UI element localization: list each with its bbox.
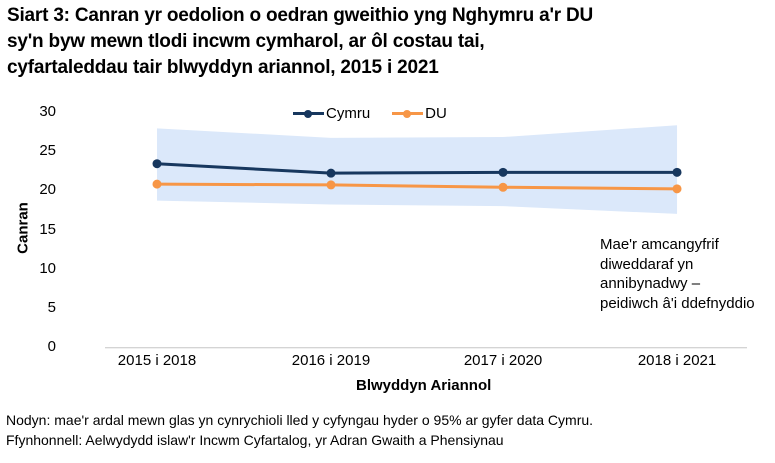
- y-tick-label: 15: [39, 220, 56, 238]
- x-tick-label: 2016 i 2019: [291, 352, 371, 369]
- legend-item-cymru: Cymru: [293, 105, 370, 122]
- cymru-data-point: [672, 167, 682, 177]
- cymru-data-point: [498, 167, 508, 177]
- du-data-point: [326, 180, 336, 190]
- legend: Cymru DU: [293, 105, 447, 122]
- y-tick-label: 5: [47, 299, 56, 317]
- confidence-band: [157, 125, 678, 214]
- cymru-line-marker-icon: [293, 109, 324, 119]
- y-tick-label: 0: [47, 338, 56, 356]
- du-line: [155, 182, 679, 191]
- legend-label-cymru: Cymru: [326, 105, 371, 122]
- x-tick-label: 2015 i 2018: [117, 352, 197, 369]
- du-data-point: [152, 179, 162, 189]
- y-tick-label: 20: [39, 181, 56, 199]
- chart-title: Siart 3: Canran yr oedolion o oedran gwe…: [7, 5, 594, 78]
- du-line-marker-icon: [392, 109, 424, 119]
- y-tick-label: 25: [39, 142, 56, 160]
- footnote: Nodyn: mae'r ardal mewn glas yn cynrychi…: [6, 412, 594, 428]
- cymru-data-point: [152, 159, 162, 169]
- source-note: Ffynhonnell: Aelwydydd islaw'r Incwm Cyf…: [6, 432, 504, 448]
- cymru-line: [155, 162, 679, 175]
- y-tick-label: 30: [39, 102, 56, 120]
- du-data-point: [498, 182, 508, 192]
- du-data-point: [672, 184, 682, 194]
- annotation-unreliable-estimate: Mae'r amcangyfrif diweddaraf yn annibyna…: [600, 236, 755, 312]
- x-tick-label: 2018 i 2021: [637, 352, 717, 369]
- legend-item-du: DU: [392, 105, 447, 122]
- y-tick-label: 10: [39, 259, 56, 277]
- x-tick-label: 2017 i 2020: [463, 352, 543, 369]
- legend-label-du: DU: [425, 105, 447, 122]
- x-axis-title: Blwyddyn Ariannol: [356, 377, 492, 394]
- cymru-data-point: [326, 168, 336, 178]
